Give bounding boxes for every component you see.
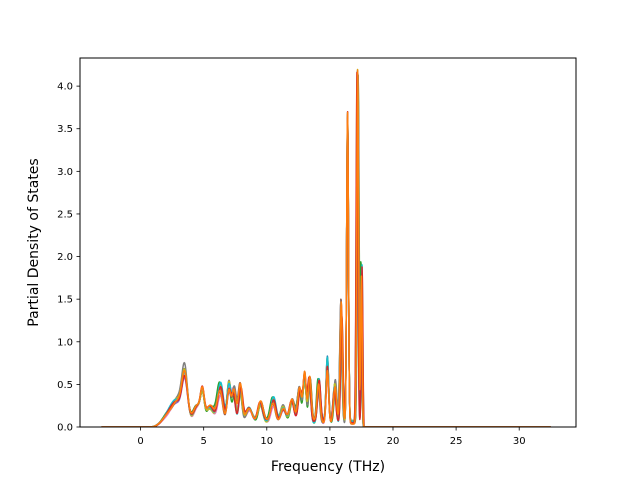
x-tick-label: 10	[260, 436, 273, 447]
x-axis-label: Frequency (THz)	[271, 459, 385, 475]
y-tick-label: 4.0	[57, 82, 73, 93]
x-tick-label: 0	[137, 436, 143, 447]
series-line	[101, 69, 552, 427]
plot-frame	[79, 57, 577, 428]
y-tick-label: 1.0	[57, 337, 73, 348]
y-tick-label: 2.0	[57, 252, 73, 263]
y-axis: 0.0 0.5 1.0 1.5 2.0 2.5 3.0 3.5 4.0	[57, 82, 80, 434]
y-tick-label: 3.5	[57, 124, 73, 135]
x-tick-label: 20	[387, 436, 400, 447]
series-layer	[101, 68, 552, 427]
x-tick-label: 30	[513, 436, 526, 447]
x-tick-label: 15	[324, 436, 337, 447]
series-line	[101, 71, 552, 427]
y-tick-label: 1.5	[57, 295, 73, 306]
y-axis-label: Partial Density of States	[26, 158, 42, 326]
y-tick-label: 2.5	[57, 209, 73, 220]
x-axis: 0 5 10 15 20 25 30	[137, 427, 526, 447]
y-tick-label: 3.0	[57, 167, 73, 178]
x-tick-label: 5	[200, 436, 206, 447]
y-tick-label: 0.0	[57, 423, 73, 434]
x-tick-label: 25	[450, 436, 463, 447]
y-tick-label: 0.5	[57, 380, 73, 391]
